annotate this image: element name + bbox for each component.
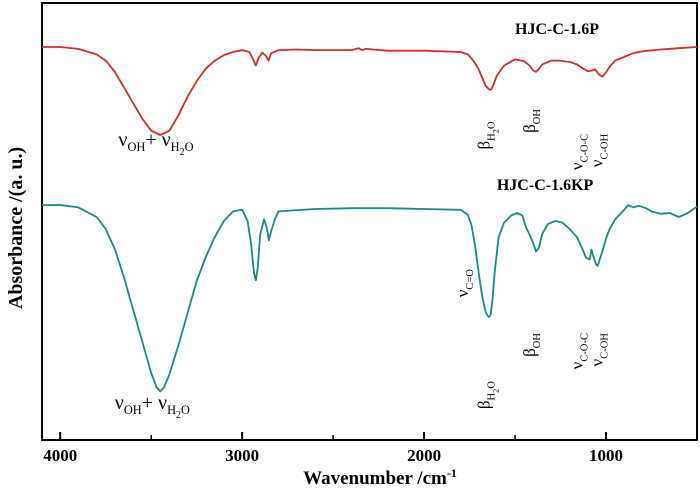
- plot-border: [41, 2, 698, 441]
- x-tick-label: 3000: [225, 446, 259, 465]
- series-line-1: [42, 46, 698, 136]
- x-tick-label: 1000: [589, 446, 623, 465]
- band-label: νC-O-C: [567, 333, 590, 369]
- y-axis-label: Absorbance /(a. u.): [5, 147, 27, 309]
- band-label: βH2O: [475, 381, 501, 410]
- plot-frame: [41, 2, 698, 441]
- band-label: βOH: [520, 333, 543, 357]
- band-label: νOH+ νH2O: [118, 129, 193, 158]
- x-tick-label: 2000: [407, 446, 441, 465]
- band-label: βOH: [520, 109, 543, 133]
- series-lines: [42, 46, 698, 393]
- series-line-2: [42, 204, 698, 393]
- series-labels: HJC-C-1.6P HJC-C-1.6KP: [497, 21, 599, 194]
- series-name-1: HJC-C-1.6P: [515, 21, 599, 38]
- band-label: νOH+ νH2O: [115, 392, 190, 421]
- x-axis-label-superscript: -1: [447, 466, 457, 480]
- band-label: νC-O-C: [567, 134, 590, 170]
- band-label: βH2O: [475, 121, 501, 150]
- band-label: νC-OH: [587, 133, 610, 167]
- band-label: νC-OH: [587, 333, 610, 367]
- band-label: νC=O: [453, 269, 476, 298]
- x-axis-ticks: 4000 3000 2000 1000: [43, 432, 623, 465]
- x-tick-label: 4000: [43, 446, 77, 465]
- series-name-2: HJC-C-1.6KP: [497, 177, 594, 194]
- x-axis-label: Wavenumber /cm-1: [303, 466, 457, 489]
